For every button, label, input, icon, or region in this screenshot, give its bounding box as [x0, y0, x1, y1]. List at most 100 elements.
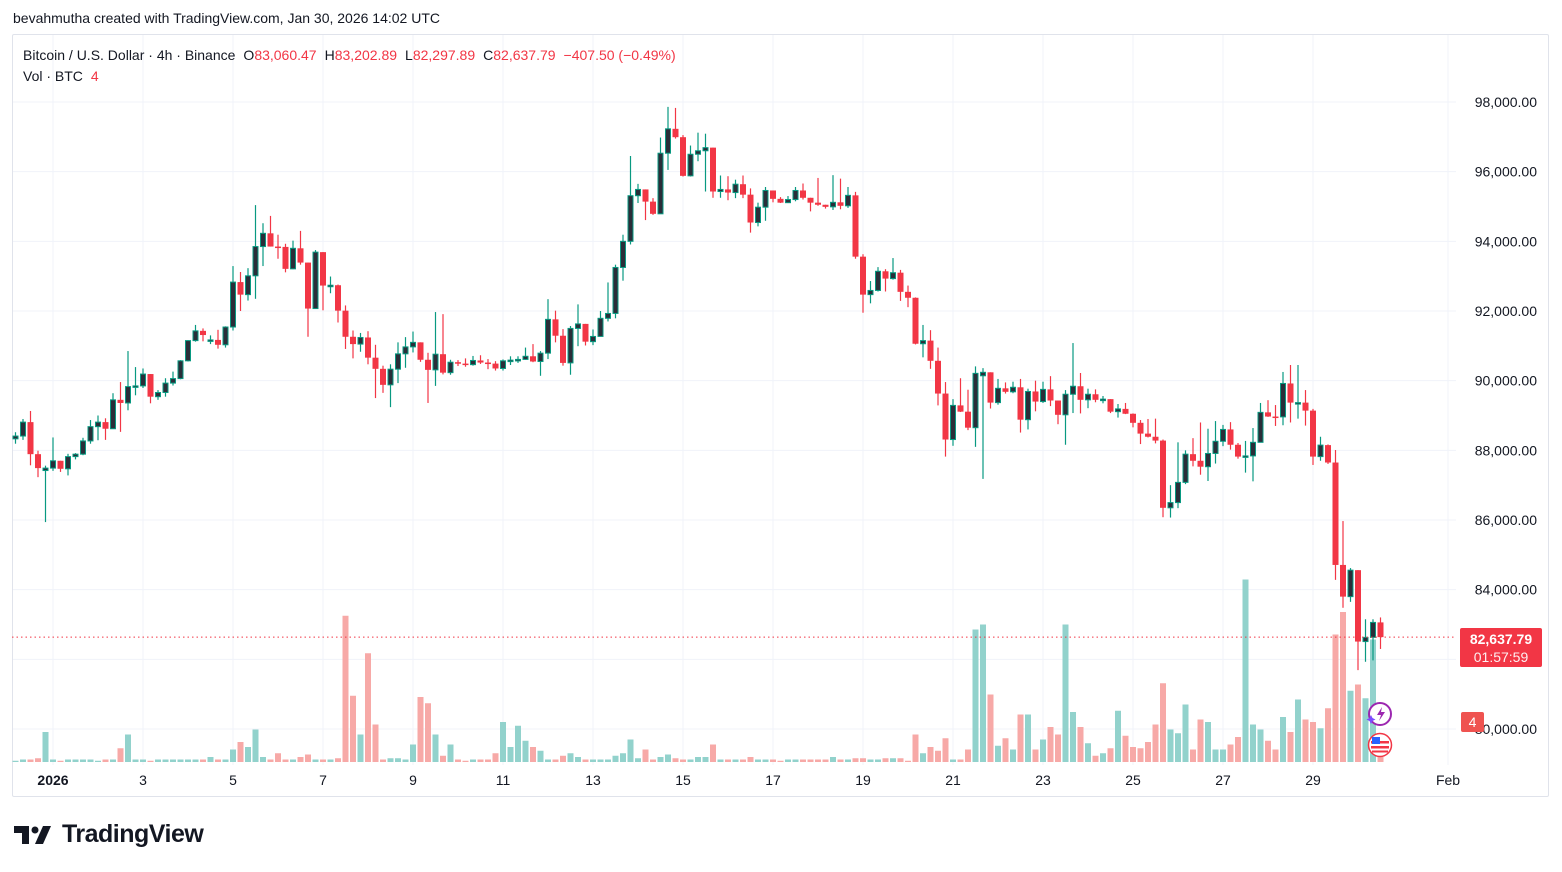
candle[interactable] [207, 335, 214, 345]
candle[interactable] [1295, 364, 1301, 419]
candle[interactable] [822, 204, 829, 209]
candle[interactable] [35, 450, 41, 478]
candle[interactable] [777, 197, 784, 204]
candle[interactable] [267, 215, 274, 247]
candle[interactable] [477, 355, 484, 364]
candle[interactable] [260, 223, 266, 267]
candle[interactable] [1265, 400, 1271, 417]
candle[interactable] [1190, 438, 1196, 467]
candle[interactable] [1092, 389, 1099, 403]
candle[interactable] [1317, 436, 1324, 461]
candle[interactable] [597, 311, 604, 337]
candle[interactable] [500, 359, 506, 371]
candle[interactable] [762, 186, 769, 221]
candle[interactable] [297, 230, 304, 265]
candle[interactable] [455, 360, 461, 367]
candle[interactable] [605, 282, 611, 322]
candle[interactable] [687, 145, 694, 177]
candle[interactable] [1085, 388, 1091, 409]
candle[interactable] [695, 132, 701, 162]
candle[interactable] [792, 186, 799, 202]
candle[interactable] [447, 359, 454, 375]
candle[interactable] [102, 418, 109, 440]
candle[interactable] [1212, 421, 1219, 464]
candle[interactable] [567, 325, 574, 375]
candle[interactable] [170, 371, 176, 386]
candle[interactable] [1205, 428, 1211, 481]
candle[interactable] [1377, 617, 1384, 649]
candle[interactable] [950, 399, 956, 446]
candle[interactable] [327, 276, 334, 294]
candle[interactable] [890, 258, 896, 280]
candle[interactable] [1115, 404, 1121, 418]
candle[interactable] [320, 252, 326, 311]
candle[interactable] [1002, 382, 1009, 394]
candle[interactable] [845, 186, 851, 208]
candle[interactable] [290, 240, 296, 270]
candle[interactable] [530, 344, 536, 363]
candle[interactable] [342, 305, 349, 349]
candle[interactable] [72, 453, 79, 460]
candle[interactable] [935, 347, 941, 406]
candle[interactable] [1032, 380, 1039, 412]
candle[interactable] [732, 179, 739, 199]
candle[interactable] [665, 106, 671, 170]
candle[interactable] [627, 155, 634, 245]
candle[interactable] [830, 175, 836, 210]
candle[interactable] [552, 310, 559, 343]
candle[interactable] [1227, 422, 1234, 450]
candle[interactable] [57, 460, 64, 472]
candle[interactable] [672, 107, 679, 139]
candle[interactable] [1152, 418, 1159, 444]
candle[interactable] [65, 453, 71, 476]
candle[interactable] [1145, 418, 1151, 438]
candle[interactable] [417, 342, 424, 362]
candle[interactable] [1017, 378, 1024, 433]
candle[interactable] [312, 250, 319, 310]
candle[interactable] [222, 326, 229, 348]
candle[interactable] [612, 264, 619, 319]
candle[interactable] [432, 312, 439, 386]
candle[interactable] [1235, 443, 1241, 459]
candle[interactable] [87, 420, 94, 444]
candle[interactable] [237, 271, 244, 311]
candle[interactable] [395, 342, 401, 384]
candle[interactable] [162, 378, 169, 397]
candle[interactable] [800, 183, 806, 200]
candle[interactable] [410, 331, 416, 353]
candle[interactable] [905, 285, 911, 308]
candle[interactable] [920, 324, 926, 358]
candle[interactable] [1182, 450, 1189, 485]
candle[interactable] [740, 175, 746, 199]
candle[interactable] [725, 176, 731, 201]
candle[interactable] [177, 360, 184, 380]
candle[interactable] [1257, 402, 1264, 443]
candle[interactable] [1137, 420, 1144, 445]
candle[interactable] [582, 323, 589, 346]
candle[interactable] [785, 196, 791, 204]
candle[interactable] [515, 356, 521, 363]
candle[interactable] [50, 437, 56, 471]
candle[interactable] [680, 135, 686, 177]
candle[interactable] [1167, 485, 1174, 518]
candle[interactable] [245, 268, 251, 301]
candle[interactable] [1062, 390, 1069, 445]
candle[interactable] [1077, 373, 1084, 414]
candle[interactable] [755, 202, 761, 227]
lightning-sparkle-icon[interactable] [1366, 701, 1392, 727]
candle[interactable] [545, 299, 551, 360]
candle[interactable] [42, 465, 49, 523]
candle[interactable] [147, 374, 154, 404]
candle[interactable] [275, 234, 281, 259]
candle[interactable] [1130, 413, 1136, 428]
candle[interactable] [620, 234, 626, 281]
candle[interactable] [815, 177, 821, 206]
candle[interactable] [1347, 568, 1354, 602]
candle[interactable] [252, 205, 259, 299]
candle[interactable] [1055, 400, 1061, 425]
candle[interactable] [590, 329, 596, 346]
candle[interactable] [155, 390, 161, 400]
candle[interactable] [350, 330, 356, 359]
candle[interactable] [192, 324, 199, 342]
